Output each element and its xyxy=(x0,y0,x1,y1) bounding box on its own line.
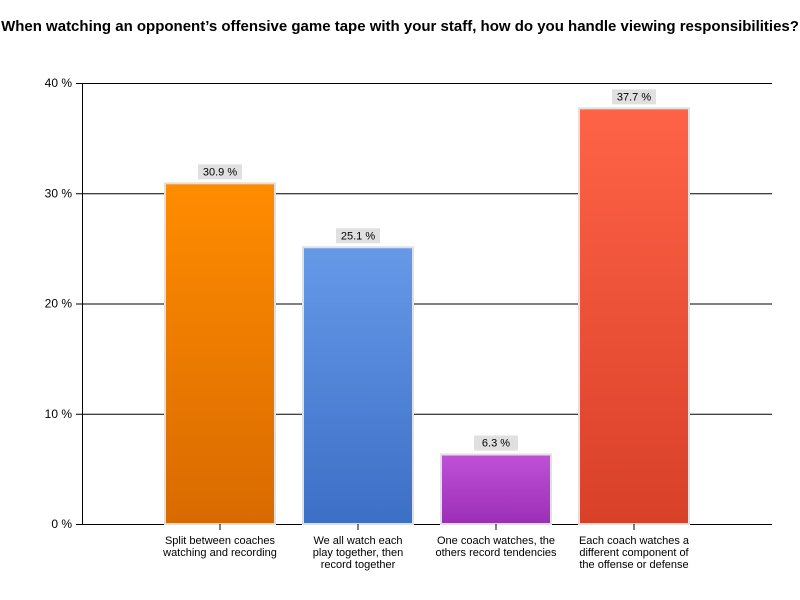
bar xyxy=(440,453,552,526)
data-label-bg xyxy=(612,89,656,105)
category-label: the offense or defense xyxy=(579,559,688,571)
bar xyxy=(164,182,276,525)
category-label: different component of xyxy=(579,547,689,559)
data-label: 6.3 % xyxy=(482,438,510,450)
y-tick-label: 20 % xyxy=(45,297,73,311)
chart-title: When watching an opponent’s offensive ga… xyxy=(1,18,799,35)
category-label: watching and recording xyxy=(162,547,277,559)
category-label: One coach watches, the xyxy=(437,535,555,547)
data-label-bg xyxy=(198,164,242,180)
data-label-bg xyxy=(336,228,380,244)
bar xyxy=(302,246,414,526)
bar xyxy=(578,107,690,525)
data-label: 25.1 % xyxy=(341,230,375,242)
category-label: others record tendencies xyxy=(435,547,557,559)
category-label: Split between coaches xyxy=(165,535,276,547)
data-label: 37.7 % xyxy=(617,91,651,103)
category-label: record together xyxy=(321,559,396,571)
data-label-bg xyxy=(474,435,518,451)
y-tick-label: 40 % xyxy=(45,76,73,90)
category-label: play together, then xyxy=(313,547,404,559)
y-tick-label: 30 % xyxy=(45,186,73,200)
y-tick-label: 10 % xyxy=(45,407,73,421)
data-label: 30.9 % xyxy=(203,166,237,178)
category-label: Each coach watches a xyxy=(579,535,690,547)
y-tick-label: 0 % xyxy=(51,517,72,531)
category-label: We all watch each xyxy=(313,535,402,547)
